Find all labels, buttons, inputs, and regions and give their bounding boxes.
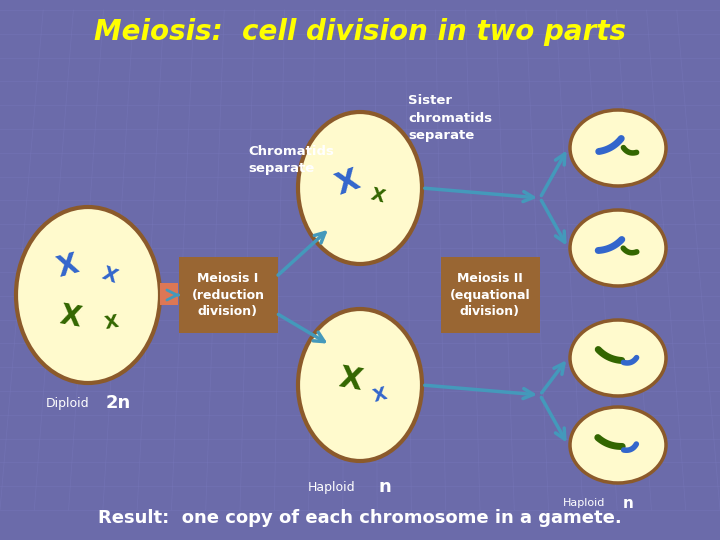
Text: Meiosis II
(equational
division): Meiosis II (equational division) — [450, 273, 531, 318]
Text: X: X — [57, 301, 83, 333]
Text: Chromatids
separate: Chromatids separate — [248, 145, 334, 175]
Text: X: X — [336, 363, 364, 396]
Text: n: n — [623, 496, 634, 510]
Ellipse shape — [298, 309, 422, 461]
Text: X: X — [369, 186, 387, 206]
Text: n: n — [378, 478, 391, 496]
Text: Sister
chromatids
separate: Sister chromatids separate — [408, 94, 492, 141]
Text: Meiosis I
(reduction
division): Meiosis I (reduction division) — [192, 273, 264, 318]
Text: 2n: 2n — [106, 394, 131, 412]
Text: X: X — [99, 264, 120, 287]
Text: X: X — [371, 384, 389, 406]
Ellipse shape — [298, 112, 422, 264]
Ellipse shape — [570, 407, 666, 483]
Ellipse shape — [16, 207, 160, 383]
Text: Result:  one copy of each chromosome in a gamete.: Result: one copy of each chromosome in a… — [98, 509, 622, 527]
Text: X: X — [332, 165, 364, 201]
FancyBboxPatch shape — [179, 257, 277, 333]
Text: Meiosis:  cell division in two parts: Meiosis: cell division in two parts — [94, 18, 626, 46]
Ellipse shape — [570, 110, 666, 186]
Text: Diploid: Diploid — [46, 396, 89, 409]
Text: Haploid: Haploid — [563, 498, 606, 508]
FancyBboxPatch shape — [160, 283, 178, 305]
FancyBboxPatch shape — [441, 257, 539, 333]
Ellipse shape — [570, 210, 666, 286]
Text: X: X — [54, 251, 82, 284]
Text: Haploid: Haploid — [308, 481, 356, 494]
Ellipse shape — [570, 320, 666, 396]
Text: X: X — [104, 313, 120, 333]
